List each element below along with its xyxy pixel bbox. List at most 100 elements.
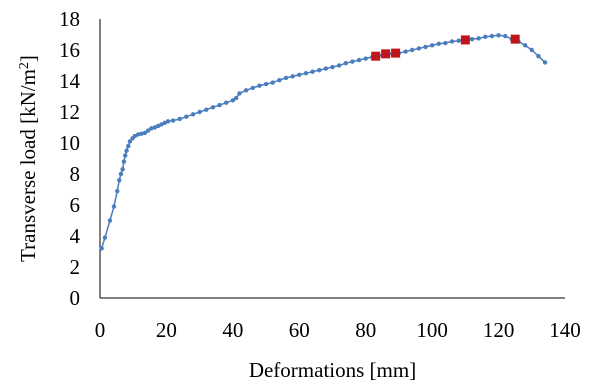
series-main — [99, 33, 548, 251]
series-main-point — [204, 107, 209, 112]
series-main-point — [210, 105, 216, 110]
y-tick-label: 8 — [70, 162, 81, 186]
series-main-point — [489, 33, 495, 39]
series-main-point — [152, 125, 158, 130]
series-main-point — [142, 130, 148, 136]
x-tick-label: 0 — [95, 318, 106, 342]
x-axis-title: Deformations [mm] — [249, 358, 416, 382]
series-main-point — [330, 64, 335, 70]
series-main-point — [102, 235, 108, 240]
series-main-point — [165, 119, 171, 124]
series-main-point — [277, 78, 282, 83]
series-main-point — [350, 59, 355, 64]
series-main-point — [263, 81, 269, 87]
series-main-point — [423, 44, 428, 50]
series-main-point — [443, 40, 448, 46]
y-axis-title-close: ] — [16, 55, 40, 62]
series-main-point — [117, 178, 122, 183]
y-axis-title: Transverse load [kN/m2] — [16, 55, 40, 262]
axes — [99, 19, 565, 299]
series-main-point — [135, 132, 141, 137]
series-main-point — [123, 153, 128, 158]
series-main-point — [483, 34, 488, 40]
series-main-point — [170, 118, 176, 123]
series-main-point — [99, 246, 104, 251]
series-main-line — [100, 34, 546, 249]
series-main-point — [197, 109, 202, 115]
y-tick-labels: 0 2 4 6 8 10 12 14 16 18 — [59, 7, 81, 310]
series-main-point — [159, 122, 164, 127]
series-highlight-point — [510, 34, 520, 44]
series-main-point — [177, 116, 182, 122]
x-tick-label: 20 — [156, 318, 177, 342]
x-tick-label: 120 — [483, 318, 515, 342]
series-highlight — [371, 34, 520, 61]
x-tick-label: 140 — [549, 318, 581, 342]
series-main-point — [310, 69, 315, 74]
series-main-point — [124, 148, 129, 153]
series-main-point — [323, 66, 329, 71]
series-main-point — [184, 114, 189, 119]
series-main-point — [429, 43, 435, 48]
series-main-point — [127, 139, 133, 144]
y-tick-label: 10 — [59, 131, 80, 155]
series-highlight-point — [460, 35, 470, 45]
x-tick-label: 80 — [355, 318, 376, 342]
series-main-point — [115, 188, 120, 194]
series-main-point — [469, 36, 475, 42]
y-tick-label: 4 — [70, 224, 81, 248]
series-main-point — [250, 85, 255, 91]
y-axis-title-sup: 2 — [17, 62, 32, 69]
series-main-point — [120, 167, 125, 172]
series-main-point — [233, 95, 239, 101]
series-main-point — [257, 83, 262, 88]
series-main-point — [224, 100, 229, 105]
series-main-point — [356, 57, 362, 63]
series-main-point — [416, 46, 422, 51]
series-main-point — [536, 54, 541, 59]
series-main-point — [343, 60, 348, 66]
series-highlight-point — [391, 48, 401, 58]
series-main-point — [237, 91, 242, 96]
series-main-point — [403, 49, 408, 54]
x-tick-label: 40 — [222, 318, 243, 342]
series-main-point — [476, 36, 481, 41]
series-main-point — [217, 102, 222, 108]
series-main-point — [126, 143, 131, 149]
series-main-point — [436, 41, 441, 46]
x-tick-label: 60 — [289, 318, 310, 342]
series-main-point — [155, 123, 161, 129]
series-main-point — [363, 56, 368, 61]
series-main-point — [297, 72, 302, 78]
series-main-point — [270, 80, 275, 85]
y-tick-label: 12 — [59, 100, 80, 124]
series-main-point — [522, 43, 528, 48]
series-main-point — [303, 71, 309, 76]
series-main-point — [283, 75, 289, 81]
series-main-point — [118, 171, 124, 177]
series-main-point — [162, 120, 167, 126]
x-tick-labels: 0 20 40 60 80 100 120 140 — [95, 318, 581, 342]
y-tick-label: 14 — [59, 69, 81, 93]
series-highlight-point — [381, 49, 391, 59]
series-main-point — [503, 33, 508, 39]
series-main-point — [456, 38, 461, 43]
x-tick-label: 100 — [416, 318, 448, 342]
series-main-point — [336, 63, 342, 68]
series-main-point — [542, 60, 548, 65]
series-main-point — [111, 204, 117, 209]
y-tick-label: 18 — [59, 7, 80, 31]
y-tick-label: 6 — [70, 193, 81, 217]
series-main-point — [190, 112, 196, 117]
series-main-point — [317, 67, 322, 73]
series-main-point — [132, 133, 138, 139]
series-main-point — [529, 47, 534, 53]
series-main-point — [243, 88, 249, 93]
series-main-point — [107, 218, 113, 223]
series-main-point — [121, 159, 127, 164]
series-main-point — [496, 33, 501, 38]
y-tick-label: 2 — [70, 255, 81, 279]
series-main-point — [449, 39, 455, 44]
series-highlight-point — [371, 51, 381, 61]
